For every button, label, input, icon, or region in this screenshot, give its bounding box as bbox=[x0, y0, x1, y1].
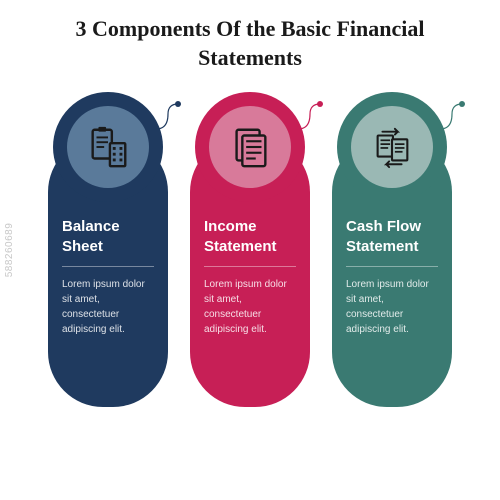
document-cycle-icon bbox=[369, 124, 415, 170]
card-balance-sheet: Balance Sheet Lorem ipsum dolor sit amet… bbox=[48, 137, 168, 407]
circle-outer-2 bbox=[195, 92, 305, 202]
card-desc-3: Lorem ipsum dolor sit amet, consectetuer… bbox=[346, 277, 438, 337]
watermark: 588260689 bbox=[4, 223, 15, 278]
card-desc-1: Lorem ipsum dolor sit amet, consectetuer… bbox=[62, 277, 154, 337]
circle-outer-1 bbox=[53, 92, 163, 202]
card-desc-2: Lorem ipsum dolor sit amet, consectetuer… bbox=[204, 277, 296, 337]
circle-inner-1 bbox=[67, 106, 149, 188]
document-lines-icon bbox=[227, 124, 273, 170]
page-title: 3 Components Of the Basic Financial Stat… bbox=[0, 0, 500, 77]
card-title-3: Cash Flow Statement bbox=[346, 217, 438, 256]
card-title-1: Balance Sheet bbox=[62, 217, 154, 256]
card-divider-1 bbox=[62, 266, 154, 267]
card-divider-2 bbox=[204, 266, 296, 267]
circle-outer-3 bbox=[337, 92, 447, 202]
card-divider-3 bbox=[346, 266, 438, 267]
card-cash-flow: Cash Flow Statement Lorem ipsum dolor si… bbox=[332, 137, 452, 407]
cards-container: Balance Sheet Lorem ipsum dolor sit amet… bbox=[0, 77, 500, 427]
card-title-2: Income Statement bbox=[204, 217, 296, 256]
clipboard-building-icon bbox=[85, 124, 131, 170]
circle-inner-2 bbox=[209, 106, 291, 188]
card-income-statement: Income Statement Lorem ipsum dolor sit a… bbox=[190, 137, 310, 407]
circle-inner-3 bbox=[351, 106, 433, 188]
